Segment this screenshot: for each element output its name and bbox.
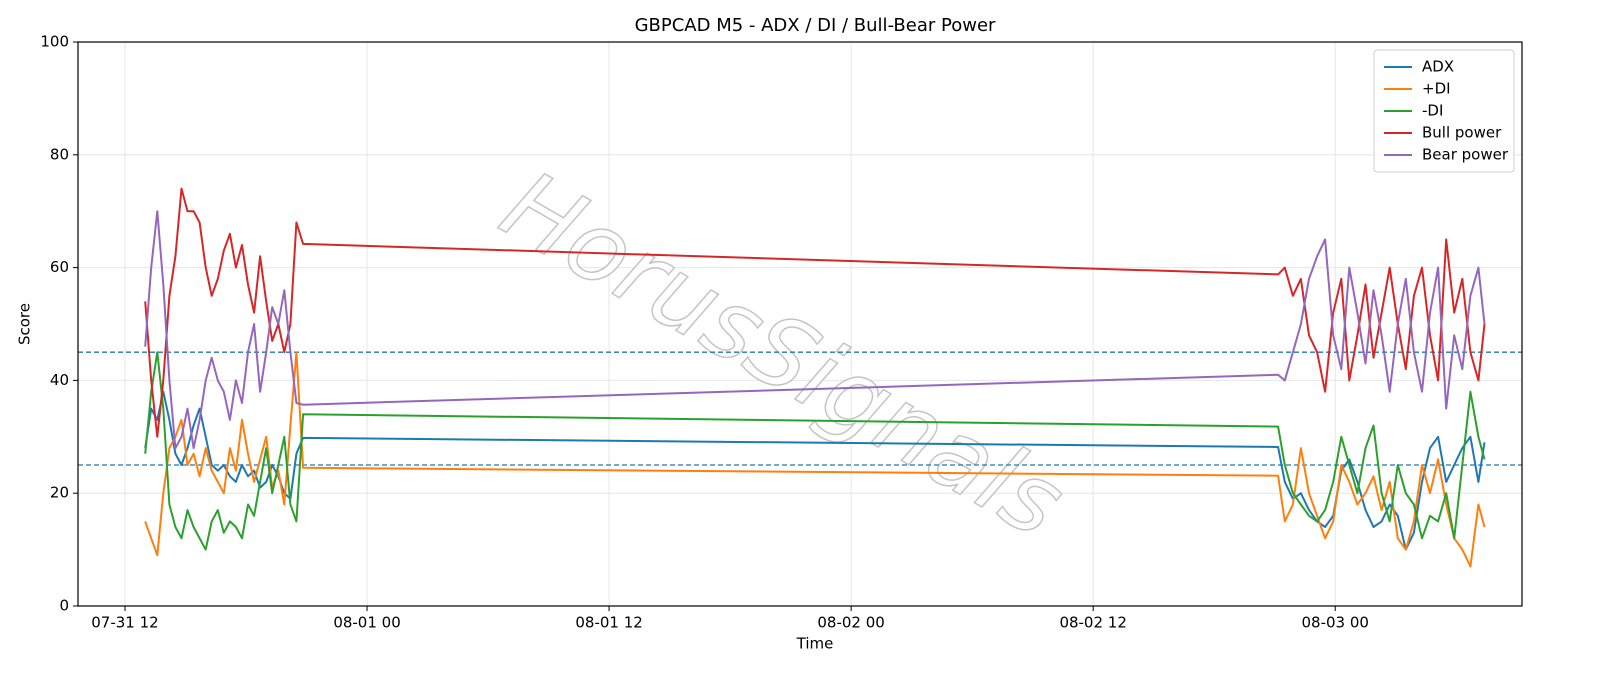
legend-label: ADX bbox=[1422, 58, 1454, 76]
x-axis-label: Time bbox=[796, 635, 834, 653]
legend-box bbox=[1373, 49, 1515, 173]
series-line bbox=[144, 187, 1486, 438]
series-line bbox=[144, 351, 1486, 551]
x-tick-label: 08-03 00 bbox=[1301, 614, 1368, 632]
x-tick-label: 08-02 00 bbox=[817, 614, 884, 632]
y-tick-label: 0 bbox=[59, 597, 69, 615]
y-tick-label: 20 bbox=[50, 484, 69, 502]
series-line bbox=[144, 390, 1486, 551]
x-tick-label: 08-01 00 bbox=[333, 614, 400, 632]
legend-label: -DI bbox=[1422, 102, 1443, 120]
x-tick-label: 07-31 12 bbox=[91, 614, 158, 632]
watermark: HorusSignals bbox=[484, 149, 1082, 559]
plot-frame bbox=[77, 41, 1523, 607]
chart-title: GBPCAD M5 - ADX / DI / Bull-Bear Power bbox=[635, 15, 996, 36]
legend-label: +DI bbox=[1422, 80, 1451, 98]
x-tick-label: 08-02 12 bbox=[1059, 614, 1126, 632]
x-tick-label: 08-01 12 bbox=[575, 614, 642, 632]
y-tick-label: 60 bbox=[50, 258, 69, 276]
y-axis-label: Score bbox=[16, 303, 34, 345]
legend-label: Bear power bbox=[1422, 146, 1509, 164]
series-line bbox=[144, 210, 1486, 450]
y-tick-label: 40 bbox=[50, 371, 69, 389]
legend-label: Bull power bbox=[1422, 124, 1502, 142]
y-tick-label: 80 bbox=[50, 145, 69, 163]
y-tick-label: 100 bbox=[40, 33, 69, 51]
